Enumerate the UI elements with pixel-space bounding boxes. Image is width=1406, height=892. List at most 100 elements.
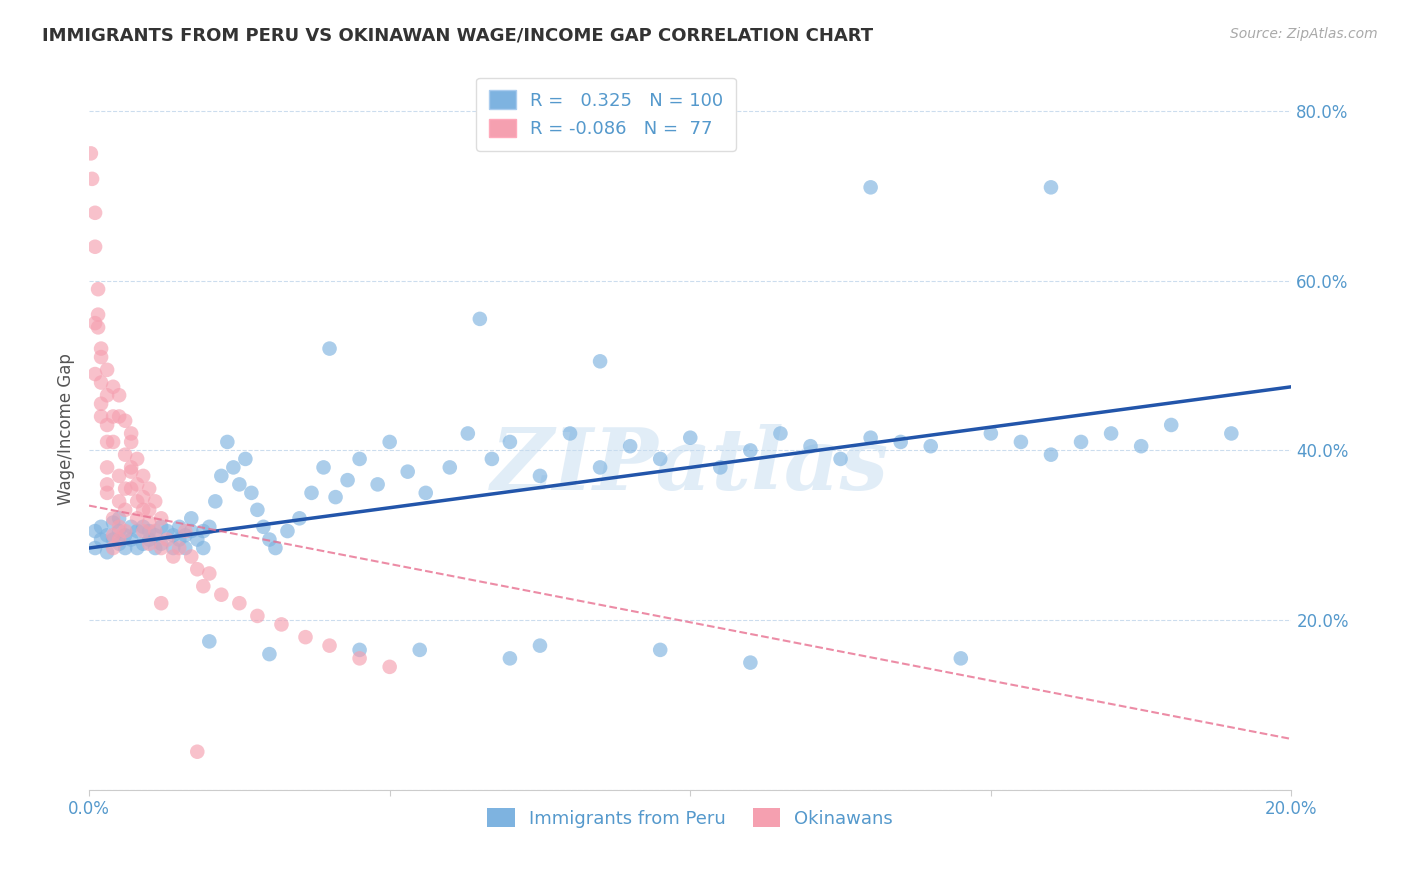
Point bbox=[167, 520, 190, 534]
Point bbox=[108, 469, 131, 483]
Point bbox=[204, 494, 226, 508]
Point bbox=[167, 533, 190, 547]
Point bbox=[127, 524, 149, 538]
Point bbox=[499, 651, 522, 665]
Point bbox=[143, 524, 166, 538]
Point bbox=[859, 431, 882, 445]
Point bbox=[114, 541, 136, 555]
Point bbox=[108, 494, 131, 508]
Point bbox=[457, 426, 479, 441]
Point bbox=[101, 528, 124, 542]
Point bbox=[769, 426, 792, 441]
Point bbox=[246, 503, 269, 517]
Point bbox=[409, 643, 432, 657]
Point bbox=[259, 533, 281, 547]
Point bbox=[101, 533, 124, 547]
Point bbox=[80, 172, 103, 186]
Point bbox=[198, 634, 221, 648]
Point bbox=[87, 308, 110, 322]
Point bbox=[439, 460, 461, 475]
Point bbox=[468, 311, 491, 326]
Point bbox=[90, 520, 112, 534]
Point bbox=[108, 511, 131, 525]
Point bbox=[481, 451, 503, 466]
Point bbox=[108, 524, 131, 538]
Point bbox=[114, 503, 136, 517]
Point bbox=[132, 469, 155, 483]
Point bbox=[294, 630, 316, 644]
Point bbox=[138, 482, 160, 496]
Point bbox=[859, 180, 882, 194]
Point bbox=[143, 541, 166, 555]
Point bbox=[198, 520, 221, 534]
Point bbox=[920, 439, 942, 453]
Point bbox=[114, 524, 136, 538]
Point bbox=[138, 503, 160, 517]
Point bbox=[84, 541, 107, 555]
Point bbox=[150, 511, 173, 525]
Point bbox=[84, 206, 107, 220]
Point bbox=[890, 434, 912, 449]
Point bbox=[529, 469, 551, 483]
Point bbox=[980, 426, 1002, 441]
Point bbox=[108, 537, 131, 551]
Point bbox=[114, 414, 136, 428]
Point bbox=[156, 533, 179, 547]
Y-axis label: Wage/Income Gap: Wage/Income Gap bbox=[58, 353, 75, 505]
Point bbox=[288, 511, 311, 525]
Point bbox=[96, 545, 118, 559]
Point bbox=[193, 524, 215, 538]
Point bbox=[120, 465, 142, 479]
Point bbox=[162, 549, 184, 564]
Point bbox=[167, 541, 190, 555]
Point bbox=[90, 350, 112, 364]
Point bbox=[127, 541, 149, 555]
Point bbox=[799, 439, 821, 453]
Point bbox=[90, 533, 112, 547]
Point bbox=[101, 409, 124, 424]
Point bbox=[138, 537, 160, 551]
Point bbox=[96, 388, 118, 402]
Point bbox=[84, 524, 107, 538]
Point bbox=[120, 426, 142, 441]
Point bbox=[378, 434, 401, 449]
Point bbox=[96, 477, 118, 491]
Point bbox=[101, 434, 124, 449]
Point bbox=[120, 460, 142, 475]
Point bbox=[120, 533, 142, 547]
Point bbox=[276, 524, 298, 538]
Point bbox=[240, 486, 263, 500]
Point bbox=[349, 451, 371, 466]
Point bbox=[87, 320, 110, 334]
Point bbox=[709, 460, 731, 475]
Point bbox=[180, 549, 202, 564]
Point bbox=[246, 609, 269, 624]
Point bbox=[120, 434, 142, 449]
Point bbox=[96, 528, 118, 542]
Point bbox=[228, 477, 250, 491]
Point bbox=[138, 516, 160, 530]
Point bbox=[1160, 417, 1182, 432]
Point bbox=[174, 524, 197, 538]
Point bbox=[96, 363, 118, 377]
Point bbox=[132, 503, 155, 517]
Point bbox=[127, 451, 149, 466]
Point bbox=[378, 660, 401, 674]
Point bbox=[156, 524, 179, 538]
Point bbox=[186, 745, 208, 759]
Point bbox=[1130, 439, 1153, 453]
Point bbox=[318, 639, 340, 653]
Point bbox=[228, 596, 250, 610]
Point bbox=[96, 434, 118, 449]
Point bbox=[1070, 434, 1092, 449]
Point bbox=[558, 426, 581, 441]
Point bbox=[162, 541, 184, 555]
Point bbox=[949, 651, 972, 665]
Point bbox=[180, 511, 202, 525]
Point bbox=[619, 439, 641, 453]
Point bbox=[132, 524, 155, 538]
Point bbox=[235, 451, 257, 466]
Point bbox=[217, 434, 239, 449]
Point bbox=[127, 511, 149, 525]
Point bbox=[186, 562, 208, 576]
